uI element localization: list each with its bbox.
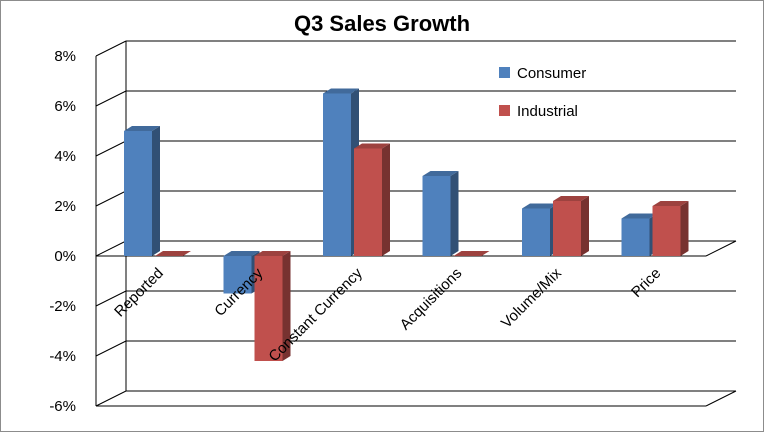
x-axis-labels: Reported Currency Constant Currency Acquisi… <box>111 264 664 365</box>
bar-industrial-3 <box>453 251 490 256</box>
y-tick-label: -6% <box>49 398 76 415</box>
bar-consumer-3 <box>422 171 459 256</box>
bar-industrial-2 <box>354 143 390 256</box>
x-tick-label: Reported <box>111 265 167 321</box>
y-axis-ticks: -6% -4% -2% 0% 2% 4% 6% 8% <box>49 48 76 415</box>
y-tick-label: 8% <box>54 48 76 65</box>
bar-industrial-0 <box>155 251 191 256</box>
gridline-side <box>95 190 127 207</box>
gridline-side <box>95 240 127 257</box>
legend-label-consumer: Consumer <box>517 65 586 82</box>
chart-title: Q3 Sales Growth <box>294 11 470 36</box>
gridline-side <box>95 390 127 407</box>
x-tick-label: Price <box>628 265 664 301</box>
y-tick-label: 2% <box>54 198 76 215</box>
legend-swatch-consumer <box>499 67 510 78</box>
bar-industrial-5 <box>652 201 689 256</box>
y-tick-label: 6% <box>54 98 76 115</box>
bar-consumer-0 <box>124 126 160 256</box>
floor-edge-side <box>705 390 737 407</box>
x-tick-label: Acquisitions <box>397 265 466 334</box>
bar-consumer-5 <box>621 213 658 256</box>
x-tick-label: Volume/Mix <box>498 264 565 331</box>
bar-industrial-4 <box>553 196 589 256</box>
gridline-side <box>95 340 127 357</box>
y-tick-label: -4% <box>49 348 76 365</box>
bar-industrial-1 <box>254 251 291 361</box>
legend: Consumer Industrial <box>499 65 586 120</box>
bar-consumer-4 <box>522 203 558 256</box>
gridline-side <box>95 40 127 57</box>
bar-consumer-2 <box>323 88 359 256</box>
legend-label-industrial: Industrial <box>517 103 578 120</box>
legend-swatch-industrial <box>499 105 510 116</box>
zero-baseline-side <box>705 240 737 257</box>
y-tick-label: 4% <box>54 148 76 165</box>
y-tick-label: 0% <box>54 248 76 265</box>
gridline-side <box>95 90 127 107</box>
gridline-side <box>95 140 127 157</box>
bars <box>124 88 689 361</box>
y-tick-label: -2% <box>49 298 76 315</box>
gridline-side <box>95 290 127 307</box>
